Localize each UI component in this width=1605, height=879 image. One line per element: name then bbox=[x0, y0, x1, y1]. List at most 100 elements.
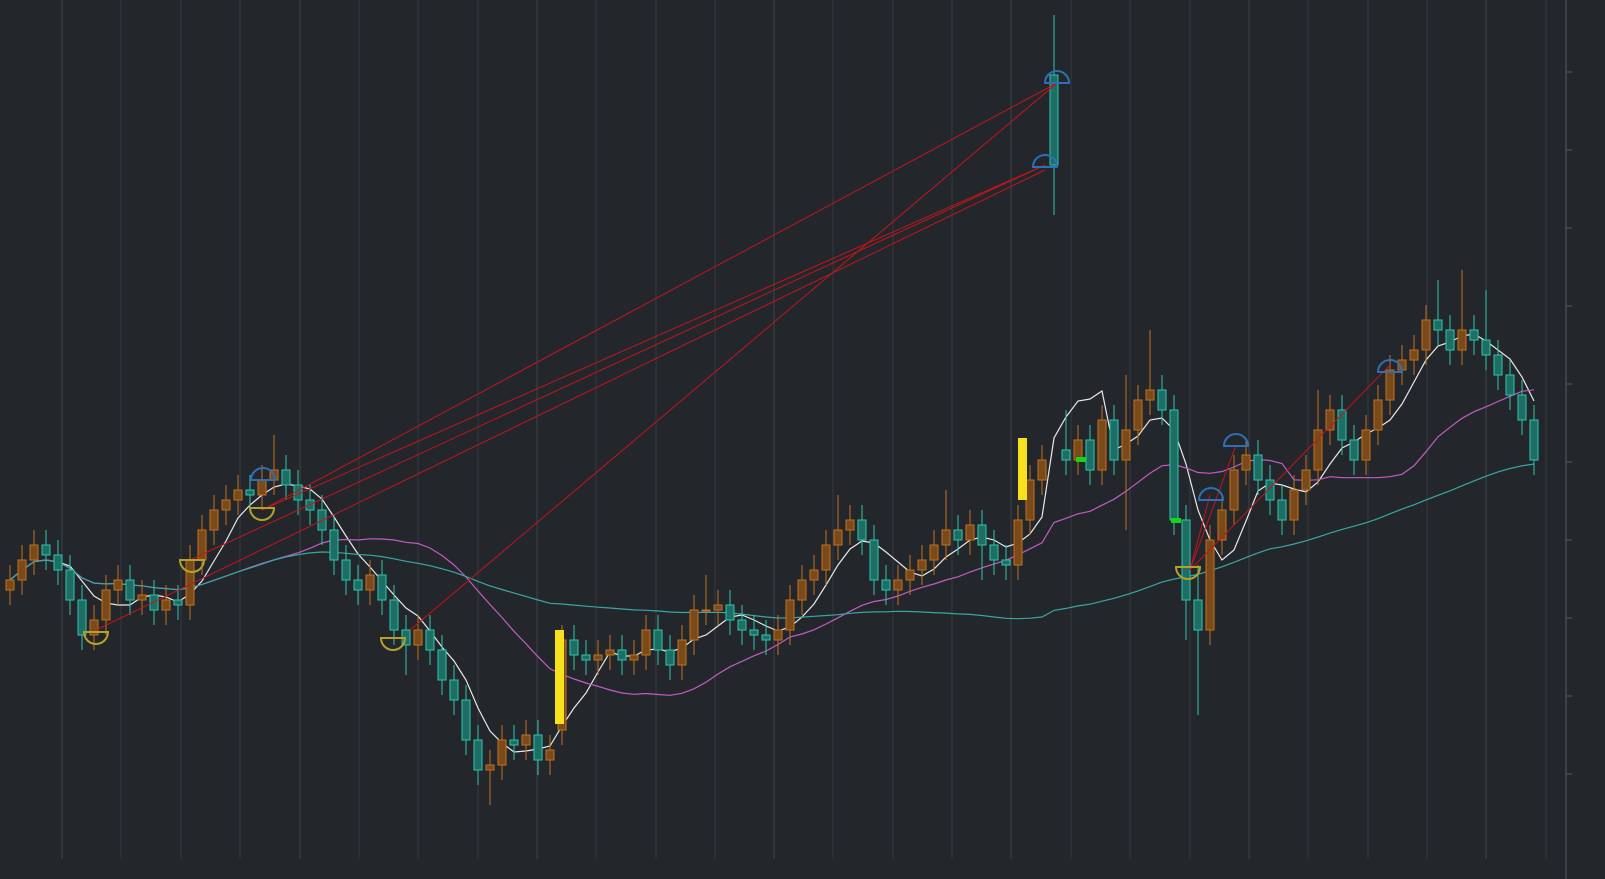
candle-body bbox=[137, 594, 147, 601]
candle-body bbox=[1325, 409, 1335, 431]
candle-body bbox=[1505, 374, 1515, 396]
bottom-markers bbox=[82, 507, 1202, 651]
marker bbox=[1174, 566, 1202, 580]
candle-body bbox=[1457, 329, 1467, 351]
vertical-grid bbox=[61, 0, 1547, 859]
candle-body bbox=[1061, 449, 1071, 461]
marker bbox=[1031, 154, 1059, 168]
candle-body bbox=[281, 469, 291, 486]
candle-body bbox=[1409, 349, 1419, 361]
candle-body bbox=[257, 479, 267, 496]
candle-body bbox=[1121, 429, 1131, 461]
candle-body bbox=[905, 569, 915, 581]
candle-body bbox=[1241, 454, 1251, 471]
candle-body bbox=[77, 599, 87, 636]
candle-body bbox=[677, 639, 687, 666]
marker bbox=[1376, 359, 1404, 373]
candle-body bbox=[497, 739, 507, 766]
candle-body bbox=[773, 629, 783, 641]
candle-body bbox=[1013, 519, 1023, 566]
signal-dot bbox=[1171, 518, 1181, 523]
candle-body bbox=[1217, 509, 1227, 541]
candle-body bbox=[89, 619, 99, 636]
signal-dot bbox=[1076, 457, 1086, 462]
candle-body bbox=[785, 599, 795, 631]
candles bbox=[5, 15, 1539, 805]
candle-body bbox=[149, 594, 159, 611]
candle-body bbox=[485, 764, 495, 771]
candle-body bbox=[1289, 489, 1299, 521]
candle-body bbox=[65, 569, 75, 601]
candle-body bbox=[209, 509, 219, 531]
candle-body bbox=[425, 629, 435, 651]
trend-line bbox=[409, 82, 1058, 631]
marker bbox=[249, 467, 277, 481]
candle-body bbox=[653, 629, 663, 651]
candle-body bbox=[509, 739, 519, 746]
candle-body bbox=[629, 654, 639, 661]
candle-body bbox=[845, 519, 855, 531]
candle-body bbox=[605, 649, 615, 656]
candle-body bbox=[1517, 394, 1527, 421]
candle-body bbox=[965, 524, 975, 541]
candle-body bbox=[1445, 329, 1455, 351]
candle-body bbox=[365, 574, 375, 591]
candle-body bbox=[1433, 319, 1443, 331]
candle-body bbox=[1037, 459, 1047, 481]
candle-body bbox=[977, 524, 987, 546]
moving-average bbox=[9, 463, 1535, 620]
marker bbox=[178, 559, 206, 573]
candle-body bbox=[1337, 409, 1347, 441]
candle-body bbox=[161, 599, 171, 611]
candle-body bbox=[1277, 499, 1287, 521]
candle-body bbox=[413, 629, 423, 646]
candle-body bbox=[1229, 469, 1239, 511]
annotations bbox=[82, 70, 1404, 724]
candle-body bbox=[1421, 319, 1431, 351]
candle-body bbox=[821, 544, 831, 571]
candle-body bbox=[449, 679, 459, 701]
candle-body bbox=[1361, 429, 1371, 461]
candle-body bbox=[797, 579, 807, 601]
candle-body bbox=[473, 739, 483, 771]
candle-body bbox=[893, 579, 903, 591]
trend-line bbox=[261, 82, 1058, 511]
candle-body bbox=[581, 654, 591, 661]
right-axis bbox=[1565, 0, 1572, 879]
trend-line bbox=[189, 164, 1046, 561]
candle-body bbox=[1193, 599, 1203, 631]
candle-body bbox=[725, 604, 735, 621]
candle-body bbox=[17, 559, 27, 581]
candle-body bbox=[233, 489, 243, 501]
candle-body bbox=[641, 629, 651, 656]
marker bbox=[1222, 433, 1250, 447]
candle-body bbox=[761, 634, 771, 641]
candle-body bbox=[1169, 409, 1179, 521]
candle-body bbox=[1025, 479, 1035, 521]
signal-bar bbox=[1018, 438, 1027, 500]
candle-body bbox=[809, 569, 819, 581]
candle-body bbox=[713, 604, 723, 611]
candle-body bbox=[1205, 539, 1215, 631]
candle-body bbox=[185, 559, 195, 606]
candle-body bbox=[221, 499, 231, 511]
candle-body bbox=[521, 734, 531, 746]
candle-body bbox=[533, 734, 543, 761]
marker bbox=[379, 637, 407, 651]
candle-body bbox=[917, 559, 927, 571]
candle-body bbox=[1493, 354, 1503, 376]
candle-body bbox=[1313, 429, 1323, 471]
candle-body bbox=[173, 599, 183, 606]
candle-body bbox=[353, 579, 363, 591]
plot-area bbox=[5, 15, 1539, 805]
candle-body bbox=[1109, 419, 1119, 461]
candle-body bbox=[617, 649, 627, 661]
trend-line bbox=[1189, 364, 1391, 571]
candle-body bbox=[1469, 329, 1479, 341]
candle-body bbox=[833, 529, 843, 546]
candle-body bbox=[1097, 419, 1107, 471]
candle-body bbox=[989, 544, 999, 561]
candle-body bbox=[881, 579, 891, 591]
